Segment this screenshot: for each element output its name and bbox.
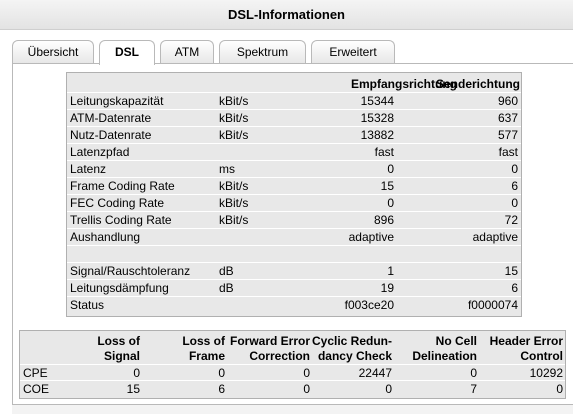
- error-row-label: COE: [23, 382, 50, 396]
- row-empfang-value: 13882: [360, 128, 394, 142]
- error-value: 22447: [358, 366, 392, 380]
- dsl-info-table: Empfangsrichtung Senderichtung Leitungsk…: [66, 72, 522, 317]
- error-header-line2: Frame: [188, 349, 225, 363]
- error-value: 0: [303, 382, 310, 396]
- row-unit: kBit/s: [219, 196, 249, 210]
- row-divider: [67, 177, 521, 178]
- row-divider: [67, 262, 521, 263]
- row-divider: [67, 279, 521, 280]
- error-header-line1: Loss of: [97, 334, 140, 348]
- row-sende-value: 0: [511, 196, 518, 210]
- tab-spektrum[interactable]: Spektrum: [219, 40, 306, 64]
- error-header-line2: Control: [520, 349, 563, 363]
- row-empfang-value: fast: [374, 145, 394, 159]
- row-sende-value: adaptive: [472, 230, 518, 244]
- row-empfang-value: 15: [380, 179, 394, 193]
- row-unit: kBit/s: [219, 213, 249, 227]
- row-unit: dB: [219, 264, 234, 278]
- error-row-label: CPE: [23, 366, 48, 380]
- row-sende-value: 577: [497, 128, 518, 142]
- row-divider: [67, 228, 521, 229]
- row-unit: kBit/s: [219, 179, 249, 193]
- row-divider: [20, 380, 565, 381]
- row-empfang-value: 0: [387, 162, 394, 176]
- row-empfang-value: 15344: [360, 94, 394, 108]
- error-value: 10292: [529, 366, 563, 380]
- row-empfang-value: adaptive: [348, 230, 394, 244]
- error-value: 0: [218, 366, 225, 380]
- row-empfang-value: f003ce20: [344, 298, 394, 312]
- row-divider: [67, 296, 521, 297]
- row-sende-value: fast: [498, 145, 518, 159]
- error-value: 0: [470, 366, 477, 380]
- window-title: DSL-Informationen: [0, 0, 573, 30]
- row-unit: kBit/s: [219, 128, 249, 142]
- row-empfang-value: 19: [380, 281, 394, 295]
- row-label: ATM-Datenrate: [70, 111, 152, 125]
- error-header-line2: Signal: [103, 349, 140, 363]
- row-sende-value: 72: [504, 213, 518, 227]
- row-label: Leitungsdämpfung: [70, 281, 169, 295]
- row-divider: [20, 364, 565, 365]
- error-header-line2: Delineation: [412, 349, 477, 363]
- error-header-line2: Correction: [249, 349, 310, 363]
- error-header-line1: No Cell: [435, 334, 477, 348]
- tab-erweitert[interactable]: Erweitert: [311, 40, 395, 64]
- row-divider: [67, 245, 521, 246]
- row-divider: [67, 143, 521, 144]
- row-sende-value: 6: [511, 281, 518, 295]
- panel-bottom: [12, 404, 573, 414]
- row-divider: [67, 160, 521, 161]
- tab-uebersicht[interactable]: Übersicht: [12, 40, 94, 64]
- error-header-line1: Cyclic Redun-: [311, 334, 392, 348]
- row-divider: [67, 194, 521, 195]
- row-divider: [67, 109, 521, 110]
- tab-dsl[interactable]: DSL: [99, 40, 155, 65]
- tab-atm[interactable]: ATM: [160, 40, 214, 64]
- error-counter-table: Loss of Signal Loss of Frame Forward Error Co…: [19, 330, 566, 399]
- error-header-line2: dancy Check: [317, 349, 392, 363]
- row-label: Trellis Coding Rate: [70, 213, 172, 227]
- row-empfang-value: 0: [387, 196, 394, 210]
- row-label: Aushandlung: [70, 230, 141, 244]
- row-label: Nutz-Datenrate: [70, 128, 152, 142]
- row-unit: ms: [219, 162, 235, 176]
- error-value: 15: [126, 382, 140, 396]
- error-value: 0: [133, 366, 140, 380]
- row-sende-value: 15: [504, 264, 518, 278]
- row-sende-value: 0: [511, 162, 518, 176]
- error-value: 7: [470, 382, 477, 396]
- row-sende-value: 960: [497, 94, 518, 108]
- row-label: Frame Coding Rate: [70, 179, 175, 193]
- row-divider: [67, 126, 521, 127]
- row-unit: kBit/s: [219, 94, 249, 108]
- row-sende-value: 6: [511, 179, 518, 193]
- error-value: 0: [385, 382, 392, 396]
- row-unit: kBit/s: [219, 111, 249, 125]
- row-label: FEC Coding Rate: [70, 196, 165, 210]
- row-divider: [67, 211, 521, 212]
- row-empfang-value: 15328: [360, 111, 394, 125]
- row-label: Signal/Rauschtoleranz: [70, 264, 191, 278]
- row-label: Latenzpfad: [70, 145, 130, 159]
- row-sende-value: 637: [497, 111, 518, 125]
- error-header-line1: Forward Error: [229, 334, 310, 348]
- row-empfang-value: 1: [387, 264, 394, 278]
- error-header-line1: Header Error: [489, 334, 563, 348]
- error-header-line1: Loss of: [182, 334, 225, 348]
- error-value: 6: [218, 382, 225, 396]
- header-empfangsrichtung: Empfangsrichtung: [350, 77, 457, 91]
- row-empfang-value: 896: [373, 213, 394, 227]
- row-label: Leitungskapazität: [70, 94, 164, 108]
- row-sende-value: f0000074: [467, 298, 518, 312]
- row-label: Latenz: [70, 162, 107, 176]
- row-divider: [67, 92, 521, 93]
- header-senderichtung: Senderichtung: [435, 77, 520, 91]
- row-label: Status: [70, 298, 105, 312]
- row-unit: dB: [219, 281, 234, 295]
- error-value: 0: [303, 366, 310, 380]
- error-value: 0: [556, 382, 563, 396]
